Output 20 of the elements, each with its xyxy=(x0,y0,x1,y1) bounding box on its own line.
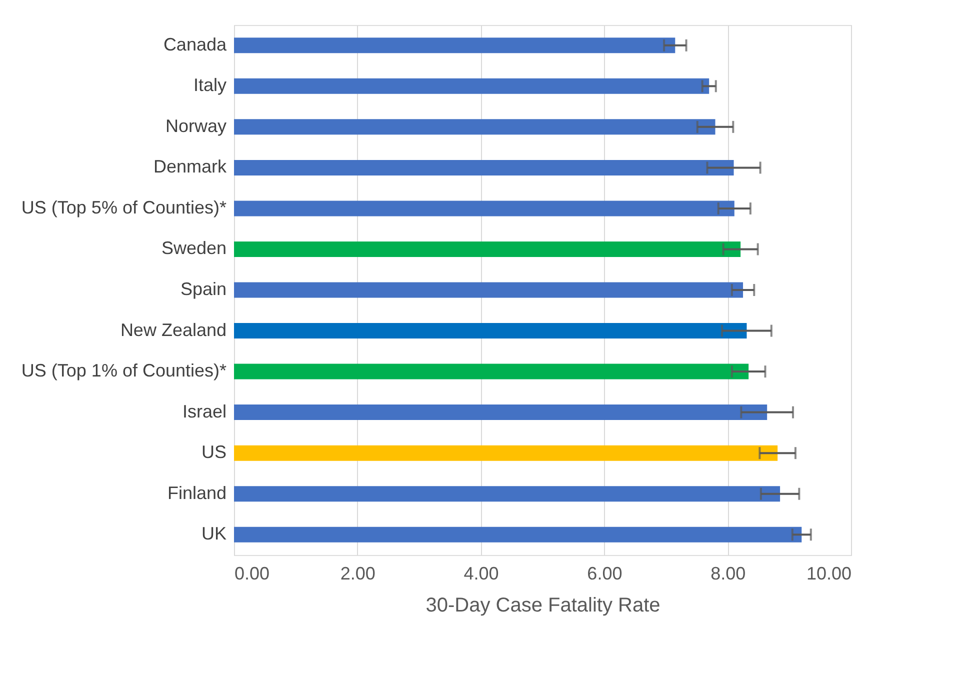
y-tick-label: Norway xyxy=(165,116,226,136)
x-tick-label: 2.00 xyxy=(340,564,376,584)
y-tick-label: Sweden xyxy=(161,238,226,258)
y-tick-label: Israel xyxy=(182,401,226,422)
x-tick-label: 0.00 xyxy=(234,564,270,584)
y-tick-label: US xyxy=(201,442,226,462)
x-tick-label: 8.00 xyxy=(710,564,746,584)
y-tick-label: US (Top 5% of Counties)* xyxy=(21,197,226,218)
x-tick-label: 4.00 xyxy=(464,564,499,584)
y-tick-label: US (Top 1% of Counties)* xyxy=(21,360,226,381)
x-tick-label: 6.00 xyxy=(587,564,622,584)
y-tick-label: Canada xyxy=(163,34,228,54)
y-tick-label: Spain xyxy=(180,279,226,299)
y-tick-label: Finland xyxy=(167,482,226,503)
y-tick-label: Denmark xyxy=(153,156,228,177)
y-tick-label: New Zealand xyxy=(120,320,226,340)
x-tick-label: 10.00 xyxy=(806,564,852,584)
y-tick-label: UK xyxy=(201,524,226,544)
x-axis-title: 30-Day Case Fatality Rate xyxy=(426,594,660,616)
y-tick-label: Italy xyxy=(193,75,226,96)
